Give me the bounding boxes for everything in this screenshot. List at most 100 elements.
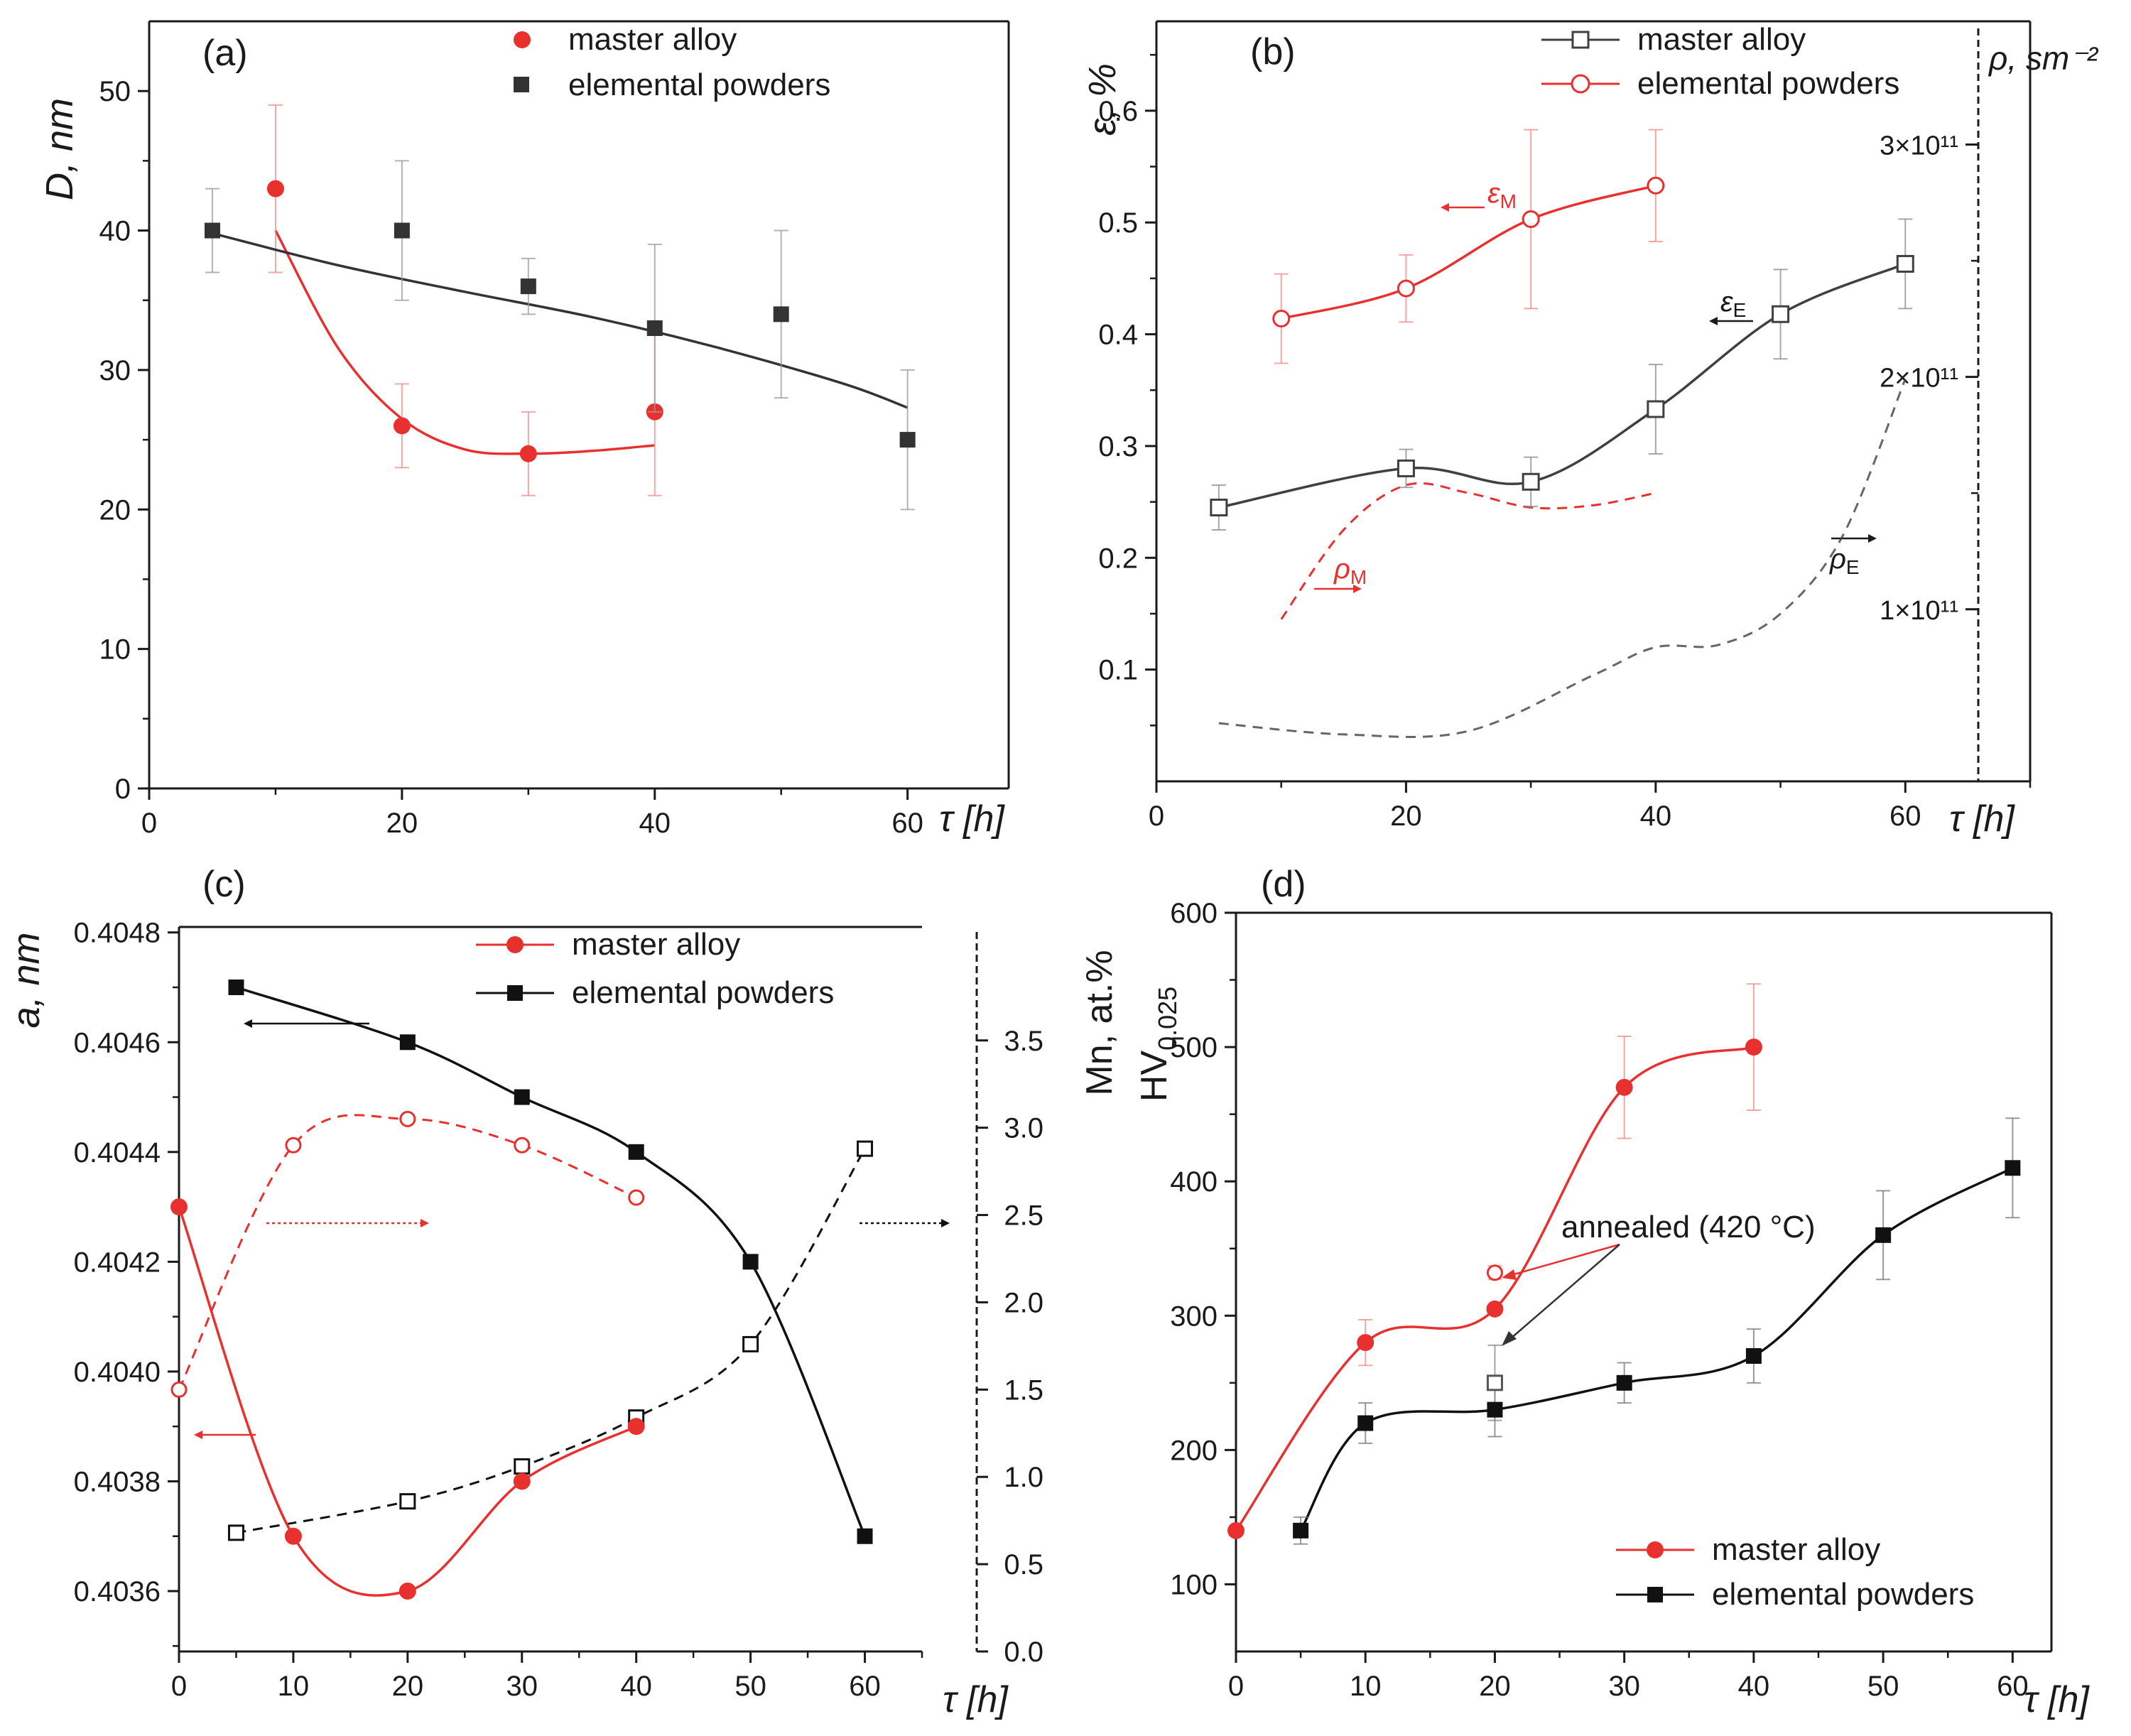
panel-b-y-tick-label-3: 0.4 bbox=[1098, 320, 1138, 351]
arrow-mn-master-right bbox=[266, 1219, 429, 1227]
panel-b-x-tick-label-1: 20 bbox=[1390, 801, 1422, 832]
panel-d-y-axis-title: HV0.025 bbox=[1134, 987, 1182, 1102]
panel-b-point-elemental-3 bbox=[1647, 176, 1665, 195]
panel-d-label: (d) bbox=[1261, 864, 1306, 905]
panel-a-y-axis-title: D, nm bbox=[38, 98, 81, 200]
panel-a-y-tick-label-4: 40 bbox=[99, 216, 131, 247]
panel-c-point-elemental-2 bbox=[514, 1089, 530, 1105]
panel-a-point-elemental-4 bbox=[773, 306, 789, 322]
annotation-eps-m: εM bbox=[1441, 178, 1517, 212]
panel-a-legend-elemental: elemental powders bbox=[568, 67, 830, 102]
panel-d-x-tick-label-0: 0 bbox=[1228, 1671, 1244, 1702]
panel-a-y-tick-label-1: 10 bbox=[99, 634, 131, 666]
panel-a-x-axis-title: τ [h] bbox=[939, 798, 1005, 840]
panel-c-y2-tick-label-4: 2.0 bbox=[1004, 1287, 1043, 1318]
panel-b-y-tick-label-1: 0.2 bbox=[1098, 543, 1138, 574]
panel-b-label: (b) bbox=[1250, 31, 1296, 72]
panel-c-x-tick-label-0: 0 bbox=[171, 1671, 187, 1702]
panel-a: (a) D, nm τ [h] master alloy elemental p… bbox=[38, 20, 1010, 840]
panel-b-y-axis-title: ε, % bbox=[1081, 63, 1124, 136]
panel-a-legend-marker-master bbox=[514, 31, 531, 48]
panel-c-mn-point-master-3 bbox=[514, 1136, 531, 1154]
panel-c-mn-elemental-curve bbox=[236, 1148, 866, 1534]
panel-a-legend: master alloy elemental powders bbox=[514, 22, 830, 102]
panel-d-legend: master alloy elemental powders bbox=[1616, 1532, 1974, 1612]
panel-d-x-tick-label-3: 30 bbox=[1608, 1671, 1640, 1702]
panel-c-point-master-0 bbox=[170, 1198, 188, 1216]
panel-a-fit-master-alloy bbox=[274, 229, 655, 455]
panel-c-legend-master: master alloy bbox=[572, 927, 740, 962]
panel-b-x-tick-label-3: 60 bbox=[1889, 801, 1921, 832]
panel-b-point-elemental-1 bbox=[1397, 279, 1415, 298]
panel-b-legend-elemental: elemental powders bbox=[1637, 66, 1899, 101]
panel-b-y2-tick-label-0: 1×10¹¹ bbox=[1880, 596, 1958, 626]
panel-c-legend-marker-elemental bbox=[507, 985, 523, 1001]
panel-c-x-tick-label-2: 20 bbox=[392, 1671, 424, 1702]
arrow-mn-elemental-right bbox=[860, 1219, 950, 1227]
panel-a-y-tick-label-0: 0 bbox=[115, 774, 131, 805]
panel-b-legend-master: master alloy bbox=[1637, 22, 1806, 57]
panel-a-x-tick-label-2: 40 bbox=[639, 808, 671, 839]
panel-b: (b) ε, % ρ, sm⁻² τ [h] master alloy elem… bbox=[1081, 20, 2099, 840]
panel-b-point-master-4 bbox=[1772, 305, 1790, 323]
panel-b-y-tick-label-5: 0.6 bbox=[1098, 96, 1138, 127]
panel-c: (c) a, nm Mn, at.% τ [h] master alloy el… bbox=[5, 864, 1120, 1720]
arrow-master-left bbox=[194, 1431, 256, 1439]
panel-c-mn-point-master-1 bbox=[285, 1136, 302, 1154]
panel-a-legend-marker-elemental bbox=[514, 77, 529, 92]
panel-d-y-tick-label-2: 300 bbox=[1170, 1301, 1218, 1332]
panel-c-x-tick-label-3: 30 bbox=[506, 1671, 538, 1702]
panel-b-y2-tick-label-2: 3×10¹¹ bbox=[1880, 131, 1958, 161]
annotation-eps-e: εE bbox=[1709, 286, 1753, 325]
panel-c-y-tick-label-3: 0.4042 bbox=[74, 1247, 161, 1278]
panel-d-line-master-alloy bbox=[1235, 1046, 1755, 1531]
panel-b-point-master-0 bbox=[1210, 498, 1228, 516]
panel-b-x-axis-title: τ [h] bbox=[1949, 798, 2015, 840]
panel-b-y-tick-label-0: 0.1 bbox=[1098, 655, 1138, 686]
panel-c-y2-tick-label-7: 3.5 bbox=[1004, 1026, 1043, 1057]
panel-a-point-master-0 bbox=[266, 180, 284, 197]
svg-text:ρE: ρE bbox=[1829, 543, 1860, 578]
panel-d-point-elemental-1 bbox=[1357, 1415, 1374, 1431]
panel-d-y-tick-label-4: 500 bbox=[1170, 1032, 1218, 1063]
panel-c-point-elemental-3 bbox=[628, 1144, 644, 1160]
panel-a-legend-master: master alloy bbox=[568, 22, 737, 57]
panel-c-x-tick-label-6: 60 bbox=[849, 1671, 881, 1702]
panel-c-point-master-2 bbox=[398, 1583, 416, 1600]
panel-a-label: (a) bbox=[202, 33, 248, 74]
panel-d-y-tick-label-1: 200 bbox=[1170, 1435, 1218, 1466]
panel-b-y2-tick-label-1: 2×10¹¹ bbox=[1880, 364, 1958, 394]
panel-c-y2-tick-label-0: 0.0 bbox=[1004, 1637, 1043, 1668]
panel-c-y2-tick-label-3: 1.5 bbox=[1004, 1374, 1043, 1406]
panel-c-y-tick-label-6: 0.4048 bbox=[74, 918, 161, 949]
panel-b-legend-marker-elemental bbox=[1571, 74, 1590, 94]
panel-c-y-tick-label-1: 0.4038 bbox=[74, 1466, 161, 1497]
panel-b-point-master-5 bbox=[1896, 254, 1914, 273]
panel-d: (d) HV0.025 τ [h] master alloy elemental… bbox=[1134, 864, 2090, 1720]
panel-c-line-master-alloy bbox=[178, 1206, 637, 1597]
panel-b-point-master-1 bbox=[1397, 459, 1415, 477]
panel-d-point-master-0 bbox=[1227, 1521, 1245, 1539]
panel-b-x-tick-label-2: 40 bbox=[1640, 801, 1672, 832]
panel-a-fit-elemental-powders bbox=[212, 232, 909, 409]
panel-c-y-axis-title: a, nm bbox=[5, 932, 48, 1028]
panel-c-legend-marker-master bbox=[506, 936, 524, 953]
panel-d-point-elemental-0 bbox=[1293, 1522, 1309, 1539]
panel-a-point-elemental-0 bbox=[204, 222, 220, 239]
panel-d-point-master-4 bbox=[1745, 1038, 1762, 1056]
panel-d-annealed-point-0 bbox=[1486, 1264, 1503, 1281]
panel-d-x-tick-label-6: 60 bbox=[1997, 1671, 2029, 1702]
panel-b-rho-m-curve bbox=[1280, 482, 1656, 620]
panel-c-line-elemental-powders bbox=[235, 986, 867, 1537]
panel-c-y2-tick-label-6: 3.0 bbox=[1004, 1113, 1043, 1144]
panel-c-label: (c) bbox=[202, 864, 246, 905]
panel-d-x-tick-label-5: 50 bbox=[1867, 1671, 1899, 1702]
panel-d-x-tick-label-4: 40 bbox=[1738, 1671, 1770, 1702]
svg-text:εE: εE bbox=[1720, 286, 1746, 321]
panel-a-x-tick-label-1: 20 bbox=[386, 808, 418, 839]
panel-d-point-elemental-5 bbox=[1875, 1227, 1892, 1243]
svg-text:εM: εM bbox=[1487, 178, 1517, 212]
annealed-pointer-red-head bbox=[1502, 1269, 1517, 1280]
panel-c-point-elemental-4 bbox=[742, 1254, 759, 1270]
